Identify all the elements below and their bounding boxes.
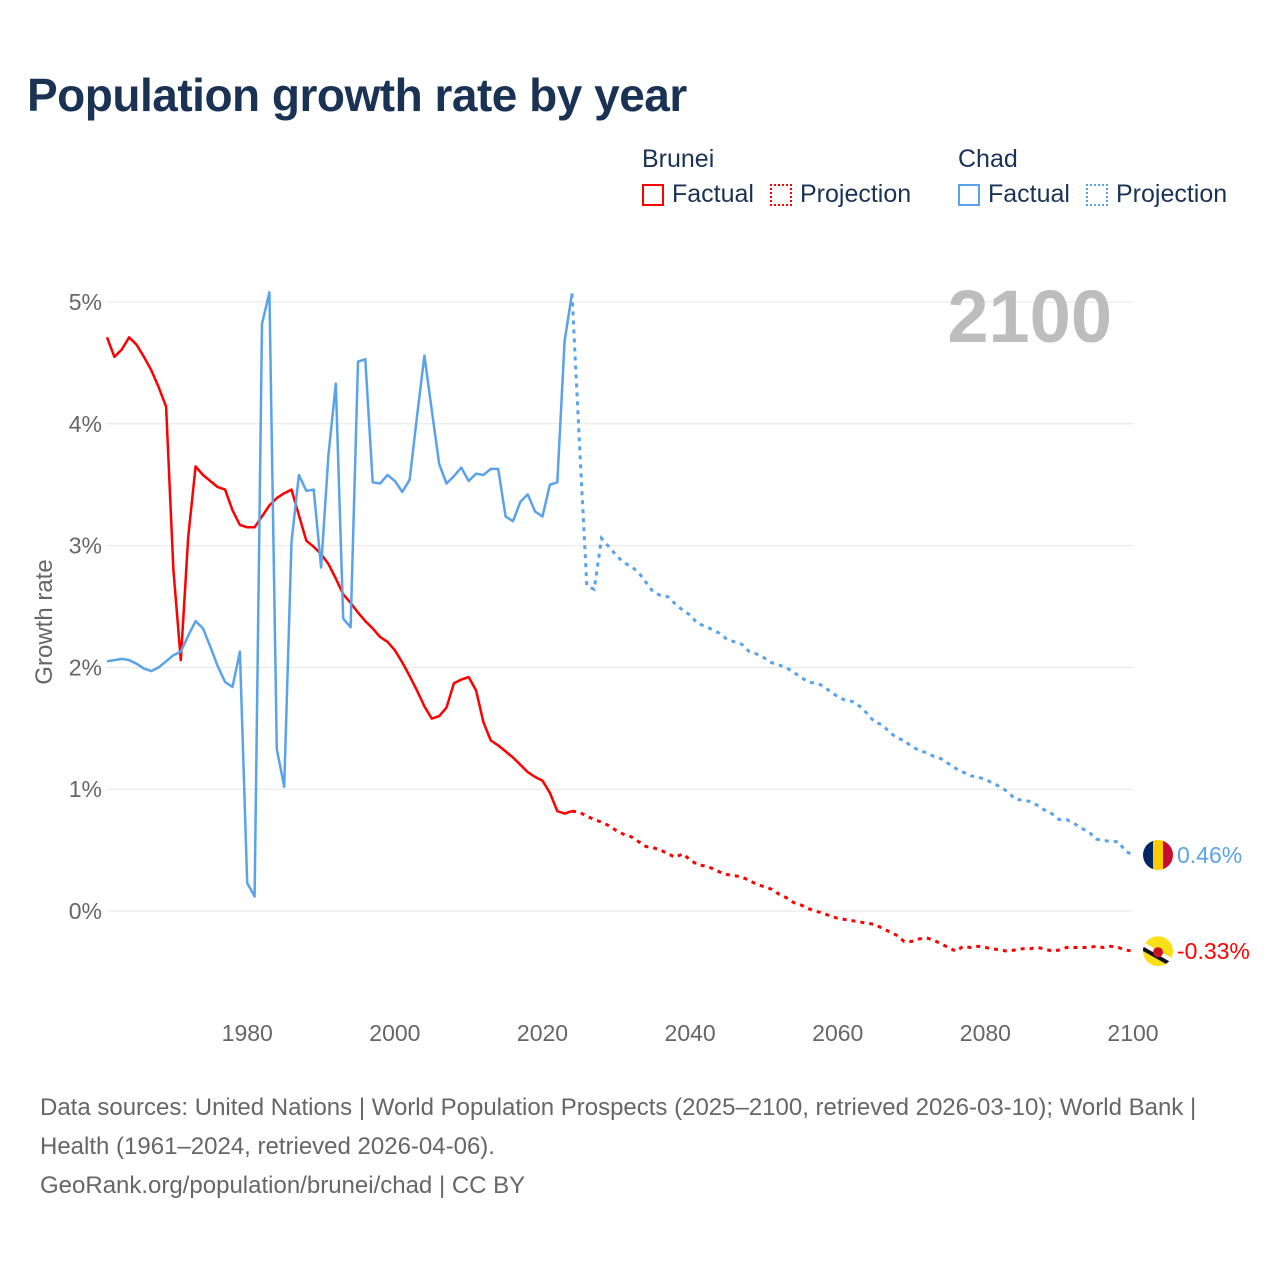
credit-link[interactable]: GeoRank.org/population/brunei/chad | CC … <box>40 1172 526 1199</box>
legend-label: Factual <box>988 180 1070 208</box>
footer: Data sources: United Nations | World Pop… <box>40 1088 1240 1205</box>
x-tick-label: 2000 <box>369 1020 420 1046</box>
legend-label: Factual <box>672 180 754 208</box>
chad-end-value: 0.46% <box>1177 842 1242 868</box>
year-label: 2100 <box>947 275 1112 358</box>
x-tick-label: 2040 <box>665 1020 716 1046</box>
flag-stripe <box>1163 839 1173 870</box>
y-tick-label: 4% <box>69 411 102 437</box>
flag-stripe <box>1153 839 1163 870</box>
chad-flag-icon <box>1143 839 1173 870</box>
chart-title: Population growth rate by year <box>27 69 687 121</box>
x-tick-label: 1980 <box>222 1020 273 1046</box>
x-tick-label: 2060 <box>812 1020 863 1046</box>
brunei-flag-icon <box>1143 936 1173 967</box>
legend-swatch-dotted <box>1085 183 1108 206</box>
data-sources: Data sources: United Nations | World Pop… <box>40 1094 1197 1160</box>
x-tick-label: 2100 <box>1107 1020 1158 1046</box>
y-tick-label: 1% <box>69 776 102 802</box>
flag-emblem <box>1153 947 1163 958</box>
brunei-factual-line <box>105 336 573 815</box>
legend-swatch-solid <box>642 183 664 206</box>
x-tick-label: 2020 <box>517 1020 568 1046</box>
flag-stripe <box>1143 839 1153 870</box>
legend-brunei-factual[interactable]: Factual <box>642 180 754 209</box>
legend-brunei-projection[interactable]: Projection <box>769 180 912 209</box>
legend-label: Projection <box>799 180 912 208</box>
legend-group-label: Brunei <box>642 145 715 173</box>
y-axis-label: Growth rate <box>31 559 58 684</box>
flag-body <box>1143 936 1173 967</box>
flag-body <box>1143 839 1173 870</box>
x-tick-label: 2080 <box>960 1020 1011 1046</box>
legend-chad-factual[interactable]: Factual <box>958 180 1070 209</box>
legend-group-label: Chad <box>958 145 1018 173</box>
y-tick-label: 5% <box>69 289 102 315</box>
legend-swatch-dotted <box>769 183 792 206</box>
legend-label: Projection <box>1115 180 1228 208</box>
brunei-end-value: -0.33% <box>1177 938 1250 964</box>
y-tick-label: 2% <box>69 654 102 680</box>
chad-factual-line <box>106 291 574 898</box>
legend-group-brunei: Brunei Factual Projection <box>642 145 927 209</box>
brunei-projection-line <box>571 809 1134 953</box>
line-chart: 0% 1% 2% 3% 4% 5% 1980 2000 2020 2040 2060 2080 2100… <box>31 275 1250 1046</box>
legend-group-chad: Chad Factual Projection <box>958 145 1243 209</box>
legend-swatch-solid <box>958 183 980 206</box>
y-tick-label: 3% <box>69 533 102 559</box>
legend-chad-projection[interactable]: Projection <box>1085 180 1228 209</box>
y-tick-label: 0% <box>69 898 102 924</box>
chad-projection-line <box>570 293 1134 857</box>
